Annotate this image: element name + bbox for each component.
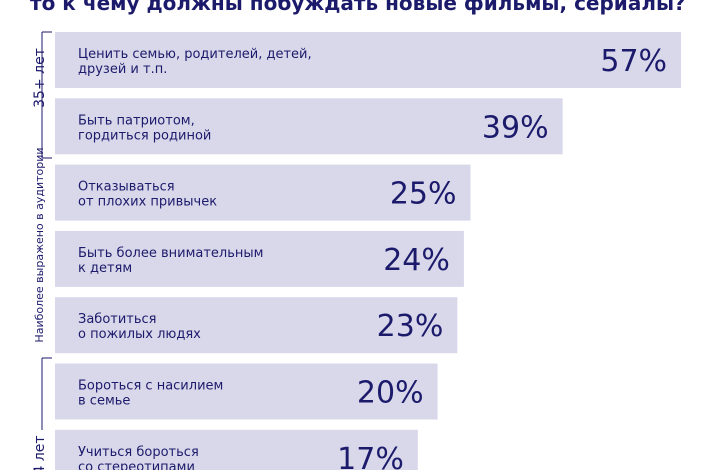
bar-label: друзей и т.п. — [78, 62, 167, 77]
bar-label: со стереотипами — [78, 460, 195, 470]
side-label: Наиболее выражено в аудитории — [33, 147, 46, 342]
bar-label: Ценить семью, родителей, детей, — [78, 47, 312, 62]
value-label: 20% — [357, 376, 424, 411]
bar-label: Заботиться — [78, 312, 157, 327]
bar-label: гордиться родиной — [78, 128, 211, 143]
bar-label: Быть более внимательным — [78, 246, 263, 261]
value-label: 39% — [482, 110, 549, 145]
bar-label: от плохих привычек — [78, 195, 217, 210]
bar-label: Отказываться — [78, 180, 175, 195]
bar-label: в семье — [78, 394, 130, 409]
bar — [55, 297, 458, 354]
bar — [55, 230, 464, 287]
bar-label: о пожилых людях — [78, 327, 201, 342]
value-label: 24% — [383, 243, 450, 278]
bar — [55, 98, 563, 155]
value-label: 25% — [390, 177, 457, 212]
value-label: 23% — [377, 309, 444, 344]
chart-title: то к чему должны побуждать новые фильмы,… — [30, 0, 686, 15]
bar — [55, 429, 418, 470]
bar-label: Бороться с насилием — [78, 379, 223, 394]
group-label: 35+ лет — [32, 48, 48, 108]
bar-label: к детям — [78, 261, 132, 276]
bar-label: Учиться бороться — [78, 445, 199, 460]
value-label: 57% — [600, 44, 667, 79]
bar-label: Быть патриотом, — [78, 113, 195, 128]
group-label: 4 лет — [32, 435, 48, 470]
bar — [55, 363, 438, 420]
bar — [55, 164, 471, 221]
bar — [55, 32, 682, 88]
value-label: 17% — [337, 442, 404, 470]
